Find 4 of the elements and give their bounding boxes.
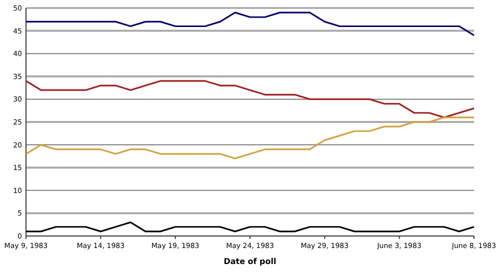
x-axis-title: Date of poll	[224, 257, 277, 266]
line-series	[25, 80, 475, 118]
line-series	[25, 116, 475, 160]
line-series	[25, 12, 475, 36]
